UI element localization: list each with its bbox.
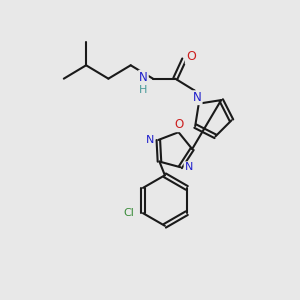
Text: H: H: [139, 85, 148, 95]
Text: N: N: [146, 135, 154, 145]
Text: N: N: [139, 71, 148, 84]
Text: O: O: [186, 50, 196, 64]
Text: N: N: [193, 91, 202, 104]
Text: O: O: [174, 118, 183, 131]
Text: N: N: [184, 162, 193, 172]
Text: Cl: Cl: [123, 208, 134, 218]
